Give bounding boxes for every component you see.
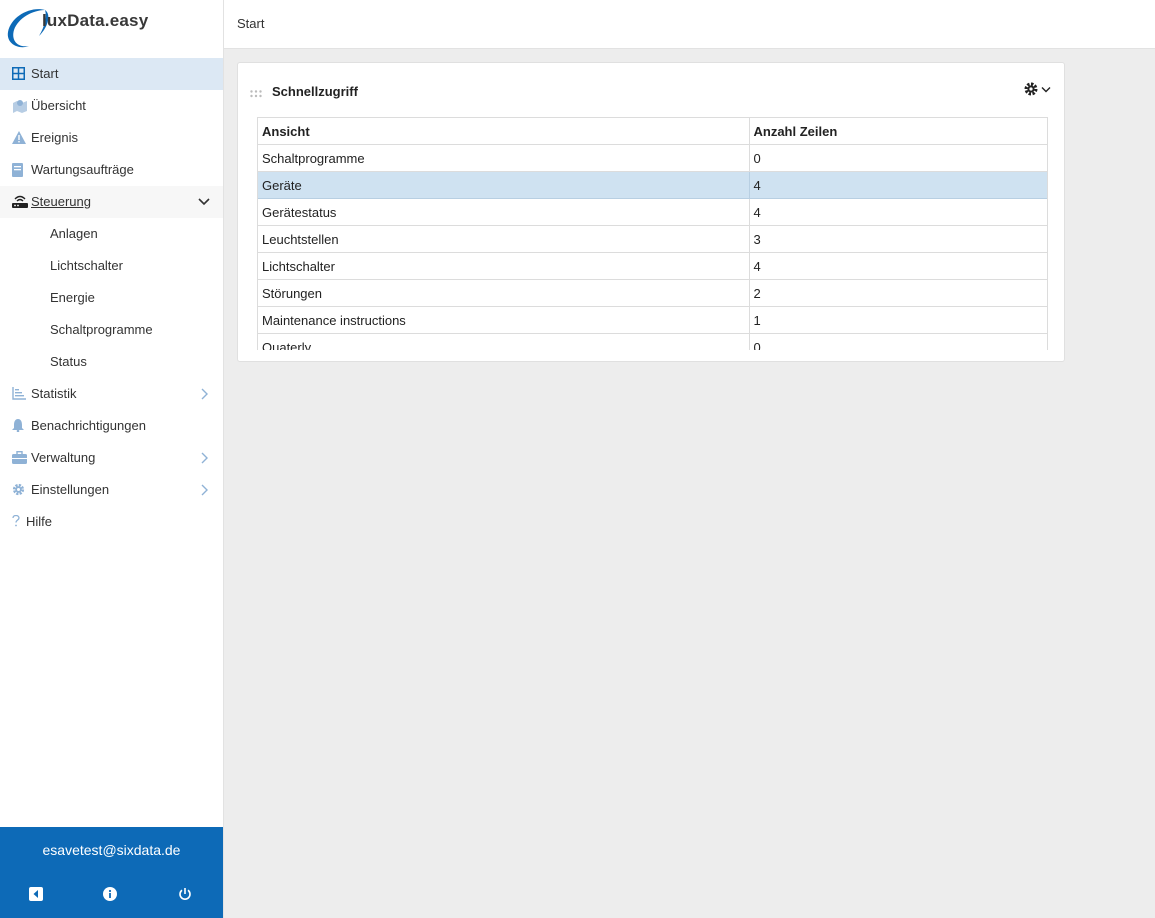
- info-icon: [103, 887, 117, 901]
- widget-settings-button[interactable]: [1024, 82, 1052, 98]
- user-email: esavetest@sixdata.de: [42, 842, 181, 858]
- sidebar-item-label: Einstellungen: [31, 482, 110, 497]
- chevron-down-icon[interactable]: [197, 186, 211, 218]
- logo-text: luxData.easy: [42, 11, 149, 30]
- drag-handle-icon[interactable]: [250, 86, 262, 98]
- warning-icon: [12, 122, 27, 154]
- cell-view: Störungen: [258, 279, 750, 307]
- chevron-right-icon[interactable]: [197, 442, 211, 474]
- sidebar-item-label: Steuerung: [31, 194, 91, 209]
- header: Start: [224, 0, 1155, 49]
- table-row[interactable]: Störungen 2: [258, 279, 1047, 307]
- sidebar-subitem-energie[interactable]: Energie: [50, 290, 95, 305]
- sidebar-item-label: Start: [31, 66, 59, 81]
- info-button[interactable]: [103, 887, 119, 903]
- cell-count: 0: [749, 144, 1047, 172]
- power-icon: [179, 888, 191, 900]
- table-row[interactable]: Gerätestatus 4: [258, 198, 1047, 226]
- cell-view: Gerätestatus: [258, 198, 750, 226]
- table-row[interactable]: Maintenance instructions 1: [258, 306, 1047, 334]
- cell-view: Leuchtstellen: [258, 225, 750, 253]
- chart-icon: [12, 378, 27, 410]
- cell-view: Maintenance instructions: [258, 306, 750, 334]
- cell-count: 4: [749, 198, 1047, 226]
- collapse-sidebar-button[interactable]: [29, 887, 45, 903]
- chevron-down-icon: [1041, 87, 1051, 93]
- table-row[interactable]: Quaterly 0: [258, 333, 1047, 350]
- sidebar-item-verwaltung[interactable]: Verwaltung: [0, 442, 223, 474]
- table-header-row: Ansicht Anzahl Zeilen: [258, 118, 1047, 145]
- sidebar-item-steuerung[interactable]: Steuerung: [0, 186, 223, 218]
- sidebar-item-wartungsauftraege[interactable]: Wartungsaufträge: [0, 154, 223, 186]
- user-bar: esavetest@sixdata.de: [0, 827, 223, 918]
- cell-count: 2: [749, 279, 1047, 307]
- chevron-right-icon[interactable]: [197, 378, 211, 410]
- logo[interactable]: luxData.easy: [5, 4, 149, 52]
- grid-icon: [12, 58, 27, 90]
- sidebar-item-benachrichtigungen[interactable]: Benachrichtigungen: [0, 410, 223, 442]
- sidebar-item-uebersicht[interactable]: Übersicht: [0, 90, 223, 122]
- table-row[interactable]: Leuchtstellen 3: [258, 225, 1047, 253]
- column-header-ansicht[interactable]: Ansicht: [258, 118, 750, 145]
- map-icon: [12, 90, 27, 122]
- cell-view: Lichtschalter: [258, 252, 750, 280]
- sidebar-subitem-schaltprogramme[interactable]: Schaltprogramme: [50, 322, 153, 337]
- router-icon: [12, 186, 28, 218]
- sidebar-item-label: Hilfe: [26, 514, 53, 529]
- chevron-right-icon[interactable]: [197, 474, 211, 506]
- sidebar-subitem-anlagen[interactable]: Anlagen: [50, 226, 98, 241]
- sidebar-item-label: Verwaltung: [31, 450, 96, 465]
- table-row-selected[interactable]: Geräte 4: [258, 171, 1047, 199]
- cell-count: 0: [749, 333, 1047, 350]
- sidebar: luxData.easy Start Übersicht Ereignis Wa…: [0, 0, 224, 918]
- sidebar-subitem-lichtschalter[interactable]: Lichtschalter: [50, 258, 123, 273]
- sidebar-item-label: Statistik: [31, 386, 77, 401]
- gear-icon: [1024, 82, 1038, 96]
- collapse-icon: [29, 887, 43, 901]
- table-row[interactable]: Schaltprogramme 0: [258, 144, 1047, 172]
- logo-swoosh-icon: [7, 9, 49, 48]
- widget-title: Schnellzugriff: [272, 84, 358, 99]
- logout-button[interactable]: [178, 887, 194, 903]
- table-row[interactable]: Lichtschalter 4: [258, 252, 1047, 280]
- sidebar-item-einstellungen[interactable]: Einstellungen: [0, 474, 223, 506]
- bell-icon: [12, 410, 27, 442]
- cell-view: Quaterly: [258, 333, 750, 350]
- sidebar-item-start[interactable]: Start: [0, 58, 223, 90]
- quick-access-widget: Schnellzugriff Ansicht Anzahl Zeilen Sch…: [237, 62, 1065, 362]
- gear-icon: [12, 474, 27, 506]
- page-title: Start: [237, 16, 265, 31]
- book-icon: [12, 154, 27, 186]
- sidebar-item-statistik[interactable]: Statistik: [0, 378, 223, 410]
- sidebar-item-ereignis[interactable]: Ereignis: [0, 122, 223, 154]
- column-header-anzahl-zeilen[interactable]: Anzahl Zeilen: [749, 118, 1047, 145]
- cell-view: Geräte: [258, 171, 750, 199]
- quick-access-table: Ansicht Anzahl Zeilen Schaltprogramme 0 …: [257, 117, 1048, 350]
- cell-count: 3: [749, 225, 1047, 253]
- sidebar-nav: Start Übersicht Ereignis Wartungsaufträg…: [0, 58, 223, 538]
- cell-view: Schaltprogramme: [258, 144, 750, 172]
- sidebar-item-label: Ereignis: [31, 130, 78, 145]
- sidebar-item-label: Wartungsaufträge: [31, 162, 134, 177]
- cell-count: 4: [749, 171, 1047, 199]
- sidebar-item-label: Benachrichtigungen: [31, 418, 146, 433]
- sidebar-subitem-status[interactable]: Status: [50, 354, 87, 369]
- sidebar-item-label: Übersicht: [31, 98, 86, 113]
- cell-count: 1: [749, 306, 1047, 334]
- cell-count: 4: [749, 252, 1047, 280]
- sidebar-item-hilfe[interactable]: Hilfe: [0, 506, 223, 538]
- question-icon: [12, 506, 22, 538]
- briefcase-icon: [12, 442, 27, 474]
